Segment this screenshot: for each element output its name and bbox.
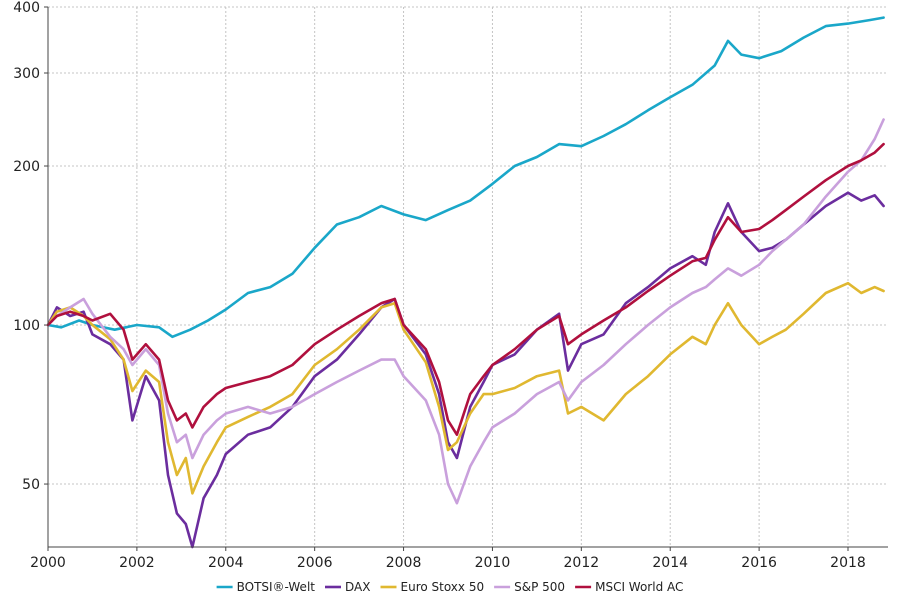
y-tick-label: 200 [13,159,40,175]
x-tick-label: 2002 [119,555,155,571]
x-tick-label: 2004 [208,555,244,571]
legend-item: BOTSI®-Welt [216,580,316,594]
y-tick-label: 100 [13,318,40,334]
series-line-dax [46,191,885,549]
series-line-euro-stoxx-50 [46,281,885,495]
grid [47,6,888,547]
x-tick-label: 2006 [297,555,333,571]
y-tick-label: 50 [22,477,40,493]
x-tick-label: 2008 [386,555,422,571]
legend-label: Euro Stoxx 50 [401,580,485,594]
legend-label: BOTSI®-Welt [237,580,316,594]
series-lines [46,16,885,549]
series-line-botsi-welt [46,16,885,339]
y-axis-ticks: 50 100 200 300 400 [13,0,48,493]
x-tick-label: 2012 [564,555,600,571]
legend: BOTSI®-Welt DAX Euro Stoxx 50 S&P 500 MSCI W… [216,580,683,594]
y-tick-label: 300 [13,66,40,82]
legend-item: S&P 500 [494,580,565,594]
x-axis-ticks: 2000 2002 2004 2006 2008 2010 2012 2014 2016 2018 [30,547,866,571]
x-tick-label: 2016 [741,555,777,571]
legend-label: MSCI World AC [595,580,683,594]
x-tick-label: 2018 [830,555,866,571]
legend-item: DAX [325,580,370,594]
legend-item: MSCI World AC [575,580,683,594]
legend-label: DAX [345,580,370,594]
x-tick-label: 2014 [652,555,688,571]
legend-item: Euro Stoxx 50 [380,580,485,594]
series-line-msci-world-ac [46,142,885,436]
x-tick-label: 2010 [475,555,511,571]
plot-background [48,7,888,547]
x-tick-label: 2000 [30,555,66,571]
legend-label: S&P 500 [514,580,565,594]
series-line-s-p-500 [46,118,885,505]
y-tick-label: 400 [13,0,40,16]
